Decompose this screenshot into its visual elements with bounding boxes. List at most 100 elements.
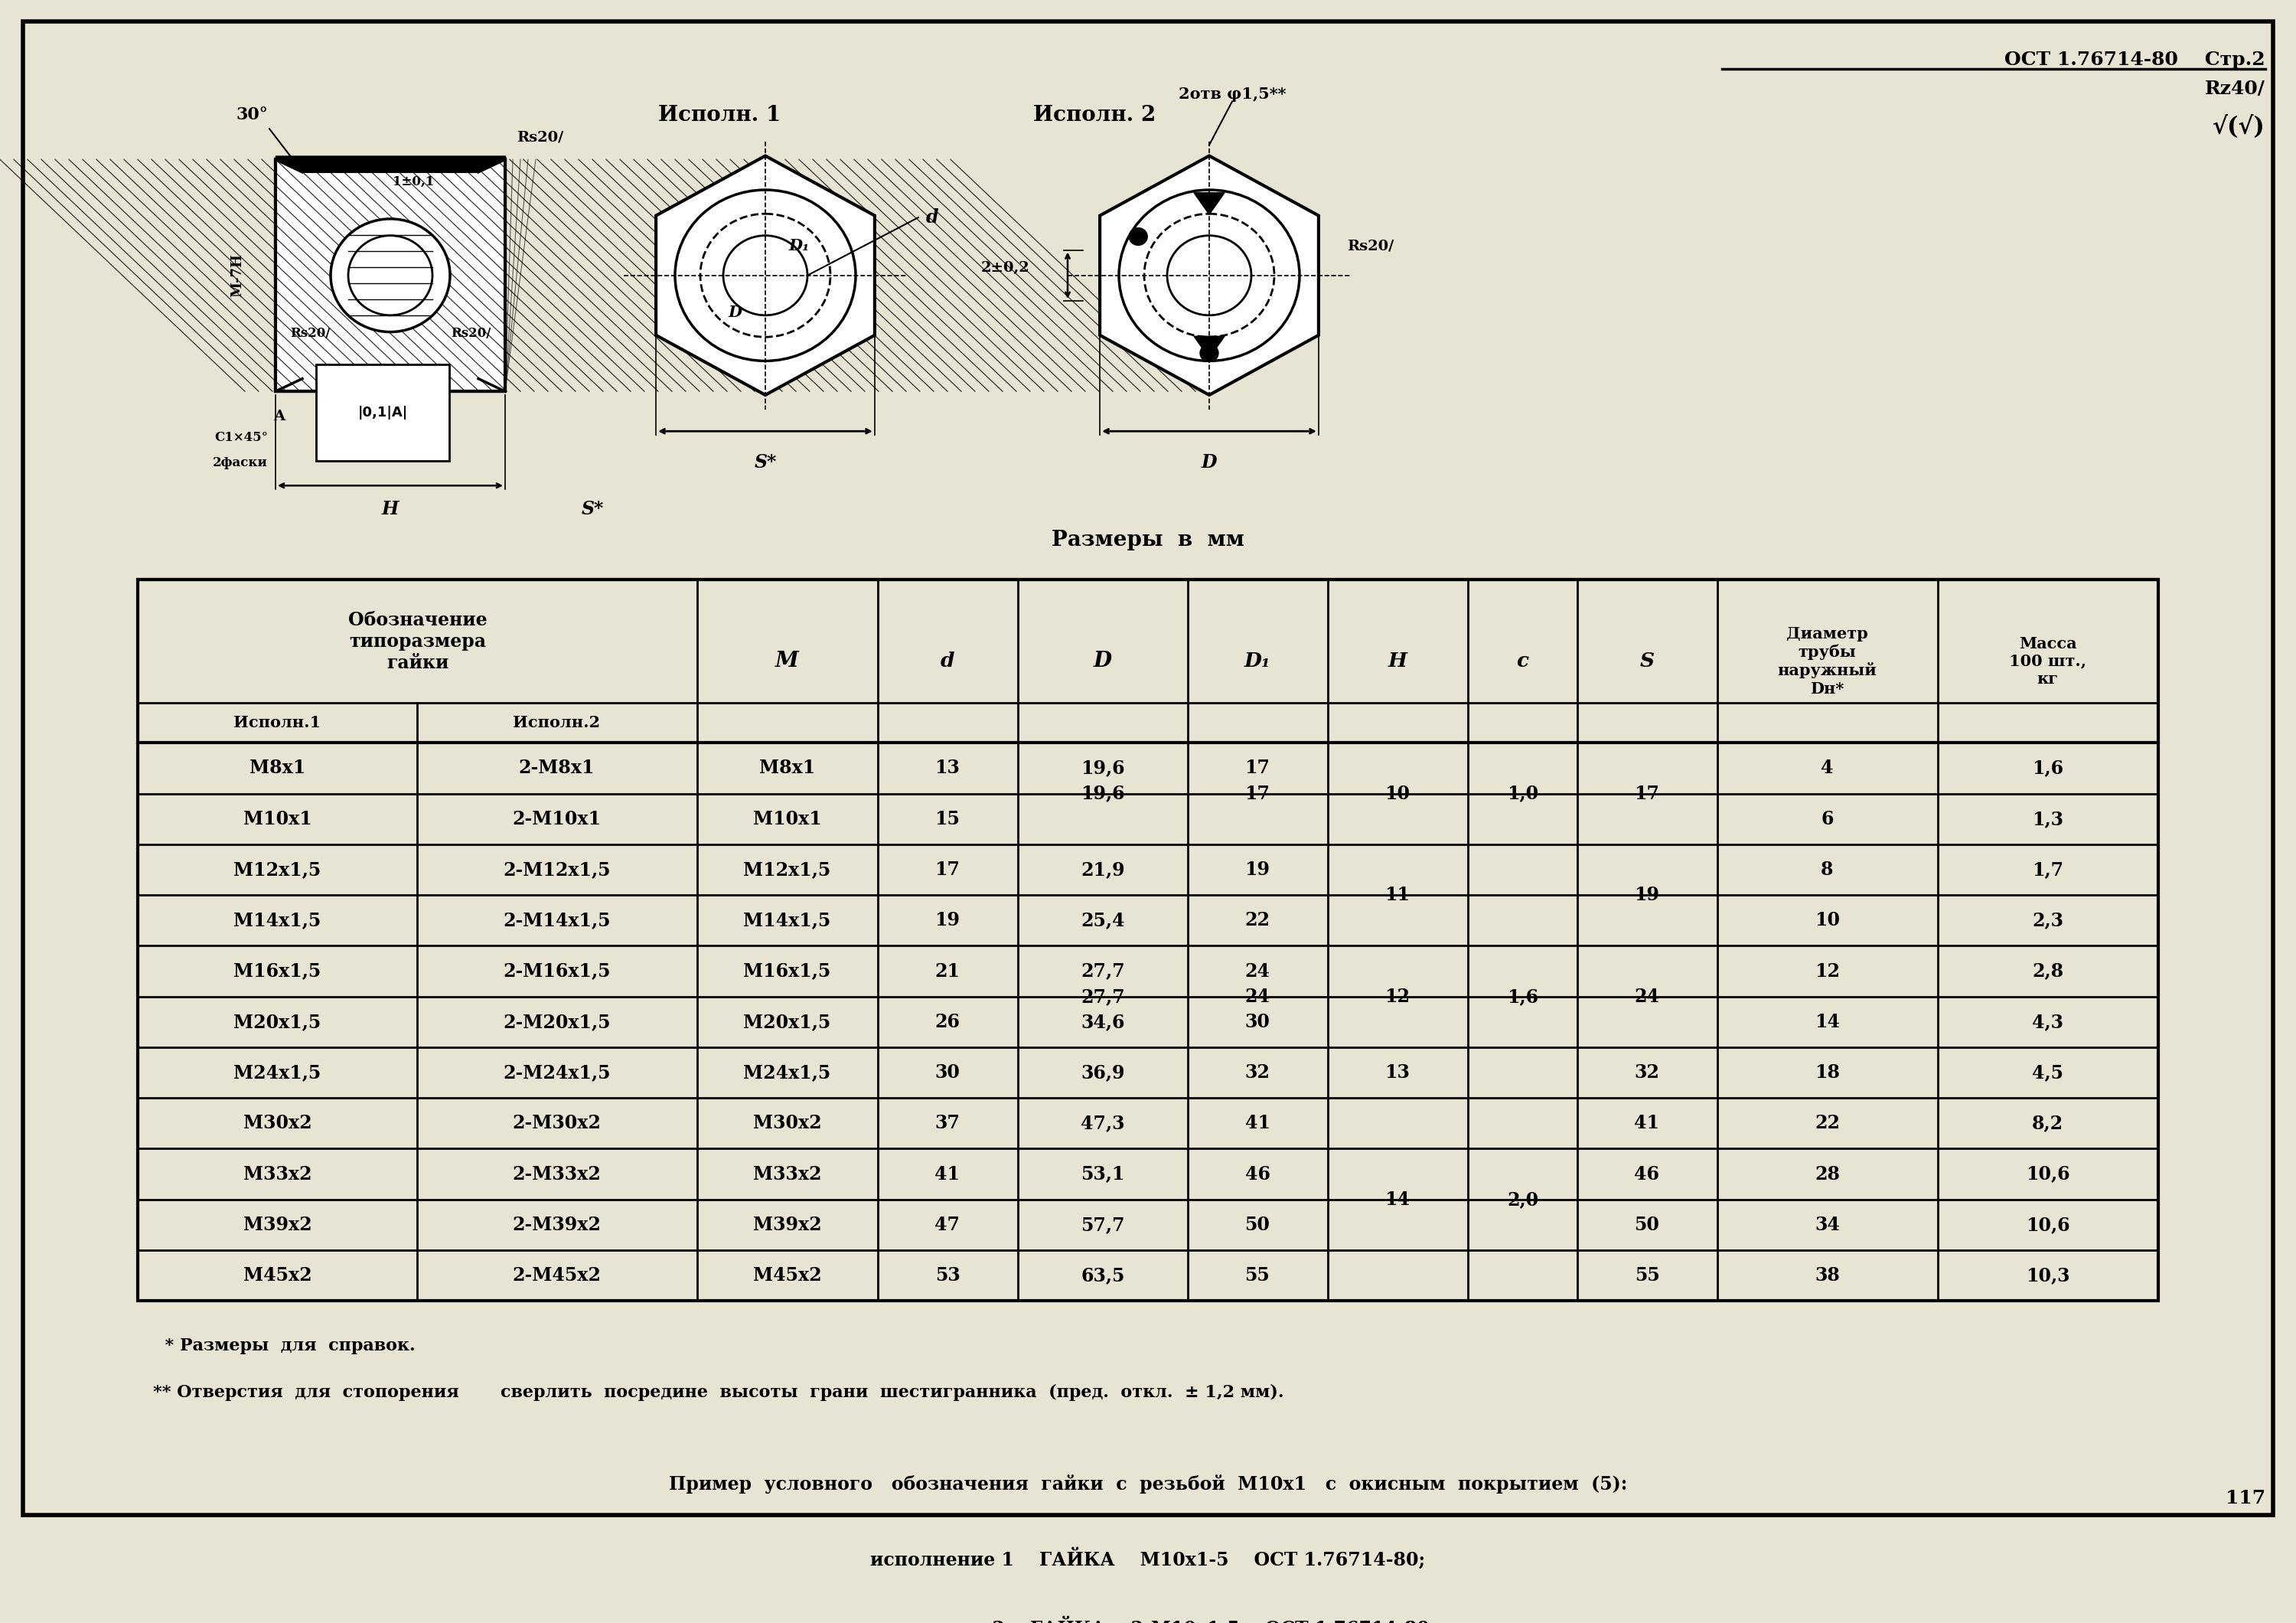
Text: 2,8: 2,8 — [2032, 962, 2064, 980]
Text: М20х1,5: М20х1,5 — [744, 1013, 831, 1031]
Text: 2,3: 2,3 — [2032, 911, 2064, 930]
Text: 41: 41 — [934, 1165, 960, 1183]
Text: 1,3: 1,3 — [2032, 810, 2064, 828]
Text: 46: 46 — [1635, 1165, 1660, 1183]
Text: 53: 53 — [934, 1266, 960, 1285]
Text: d: d — [925, 208, 939, 227]
Text: 19: 19 — [1635, 886, 1660, 904]
Text: d: d — [941, 652, 955, 670]
Text: М20х1,5: М20х1,5 — [234, 1013, 321, 1031]
Text: 10,6: 10,6 — [2025, 1165, 2069, 1183]
Text: 24: 24 — [1244, 962, 1270, 980]
Text: ОСТ 1.76714-80    Стр.2: ОСТ 1.76714-80 Стр.2 — [2004, 50, 2266, 70]
Text: Исполн. 1: Исполн. 1 — [659, 105, 781, 125]
Text: 1,6: 1,6 — [2032, 760, 2064, 777]
Text: 18: 18 — [1814, 1063, 1839, 1083]
Text: М45х2: М45х2 — [243, 1266, 312, 1285]
Text: 27,7: 27,7 — [1081, 962, 1125, 980]
Text: М: М — [776, 651, 799, 672]
Text: М14х1,5: М14х1,5 — [234, 911, 321, 930]
Text: Rs20/: Rs20/ — [517, 131, 563, 144]
Text: 36,9: 36,9 — [1081, 1063, 1125, 1083]
Text: М16х1,5: М16х1,5 — [234, 962, 321, 980]
Text: М14х1,5: М14х1,5 — [744, 911, 831, 930]
Text: 2-М16х1,5: 2-М16х1,5 — [503, 962, 611, 980]
Polygon shape — [1194, 193, 1224, 214]
Text: М8х1: М8х1 — [250, 760, 305, 777]
Text: 17: 17 — [1244, 784, 1270, 803]
Bar — [138, 579, 2158, 1302]
Text: 2-М8х1: 2-М8х1 — [519, 760, 595, 777]
Text: 55: 55 — [1635, 1266, 1660, 1285]
Text: √(√): √(√) — [2213, 115, 2266, 140]
Text: Исполн.2: Исполн.2 — [512, 716, 602, 730]
Text: 28: 28 — [1814, 1165, 1839, 1183]
Polygon shape — [657, 156, 875, 394]
Text: H: H — [1389, 652, 1407, 670]
Text: 17: 17 — [934, 860, 960, 880]
Text: 2-М30х2: 2-М30х2 — [512, 1113, 602, 1133]
Text: 2-М12х1,5: 2-М12х1,5 — [503, 860, 611, 880]
Text: 13: 13 — [934, 760, 960, 777]
Text: 2-М45х2: 2-М45х2 — [512, 1266, 602, 1285]
Text: 2-М24х1,5: 2-М24х1,5 — [503, 1063, 611, 1083]
Text: 12: 12 — [1384, 987, 1410, 1006]
Polygon shape — [1100, 156, 1318, 394]
Text: исполнение 2    ГАЙКА    2-М10х1-5    ОСТ 1.76714-80.: исполнение 2 ГАЙКА 2-М10х1-5 ОСТ 1.76714… — [861, 1620, 1435, 1623]
Text: 4,3: 4,3 — [2032, 1013, 2064, 1031]
Text: М39х2: М39х2 — [243, 1216, 312, 1233]
Text: 19: 19 — [934, 911, 960, 930]
Text: 38: 38 — [1814, 1266, 1839, 1285]
Text: М39х2: М39х2 — [753, 1216, 822, 1233]
Text: H: H — [381, 500, 400, 518]
Text: 25,4: 25,4 — [1081, 911, 1125, 930]
Text: 46: 46 — [1244, 1165, 1270, 1183]
Text: Диаметр
трубы
наружный
Dн*: Диаметр трубы наружный Dн* — [1777, 626, 1876, 696]
Text: М33х2: М33х2 — [753, 1165, 822, 1183]
Text: Rs20/: Rs20/ — [1348, 240, 1394, 253]
Text: 1,0: 1,0 — [1506, 784, 1538, 803]
Text: 14: 14 — [1384, 1190, 1410, 1209]
Text: 2,0: 2,0 — [1506, 1190, 1538, 1209]
Text: 8: 8 — [1821, 860, 1835, 880]
Text: Пример  условного   обозначения  гайки  с  резьбой  М10х1   с  окисным  покрытие: Пример условного обозначения гайки с рез… — [668, 1475, 1628, 1495]
Text: C1×45°: C1×45° — [214, 432, 269, 445]
Text: 17: 17 — [1244, 760, 1270, 777]
Text: Rs20/: Rs20/ — [289, 326, 331, 339]
Text: 21: 21 — [934, 962, 960, 980]
Circle shape — [1130, 227, 1148, 245]
Text: c: c — [1515, 652, 1529, 670]
Text: 1,7: 1,7 — [2032, 860, 2064, 880]
Text: 15: 15 — [934, 810, 960, 828]
Text: Размеры  в  мм: Размеры в мм — [1052, 531, 1244, 550]
Text: 117: 117 — [2225, 1488, 2266, 1508]
Text: 2-М33х2: 2-М33х2 — [512, 1165, 602, 1183]
Text: 53,1: 53,1 — [1081, 1165, 1125, 1183]
Text: Исполн.1: Исполн.1 — [234, 716, 321, 730]
Text: М33х2: М33х2 — [243, 1165, 312, 1183]
Polygon shape — [276, 159, 505, 391]
Text: 63,5: 63,5 — [1081, 1266, 1125, 1285]
Text: 37: 37 — [934, 1113, 960, 1133]
Text: S*: S* — [753, 453, 776, 471]
Text: 30°: 30° — [236, 107, 269, 123]
Text: 41: 41 — [1244, 1113, 1270, 1133]
Text: S: S — [1639, 652, 1653, 670]
Text: 10,6: 10,6 — [2025, 1216, 2069, 1233]
Text: 1±0,1: 1±0,1 — [393, 175, 434, 188]
Text: М10х1: М10х1 — [243, 810, 312, 828]
Text: 14: 14 — [1814, 1013, 1839, 1031]
Text: 22: 22 — [1814, 1113, 1839, 1133]
Text: 27,7: 27,7 — [1081, 987, 1125, 1006]
Circle shape — [331, 219, 450, 333]
Text: 8,2: 8,2 — [2032, 1113, 2064, 1133]
Text: 2фаски: 2фаски — [214, 456, 269, 469]
Text: 30: 30 — [934, 1063, 960, 1083]
Text: исполнение 1    ГАЙКА    М10х1-5    ОСТ 1.76714-80;: исполнение 1 ГАЙКА М10х1-5 ОСТ 1.76714-8… — [870, 1547, 1426, 1569]
Text: ** Отверстия  для  стопорения       сверлить  посредине  высоты  грани  шестигра: ** Отверстия для стопорения сверлить пос… — [154, 1384, 1283, 1401]
Text: D₁: D₁ — [1244, 652, 1270, 670]
Text: М30х2: М30х2 — [753, 1113, 822, 1133]
Text: Rz40/: Rz40/ — [2204, 80, 2266, 97]
Text: 50: 50 — [1244, 1216, 1270, 1233]
Text: 13: 13 — [1384, 1063, 1410, 1083]
